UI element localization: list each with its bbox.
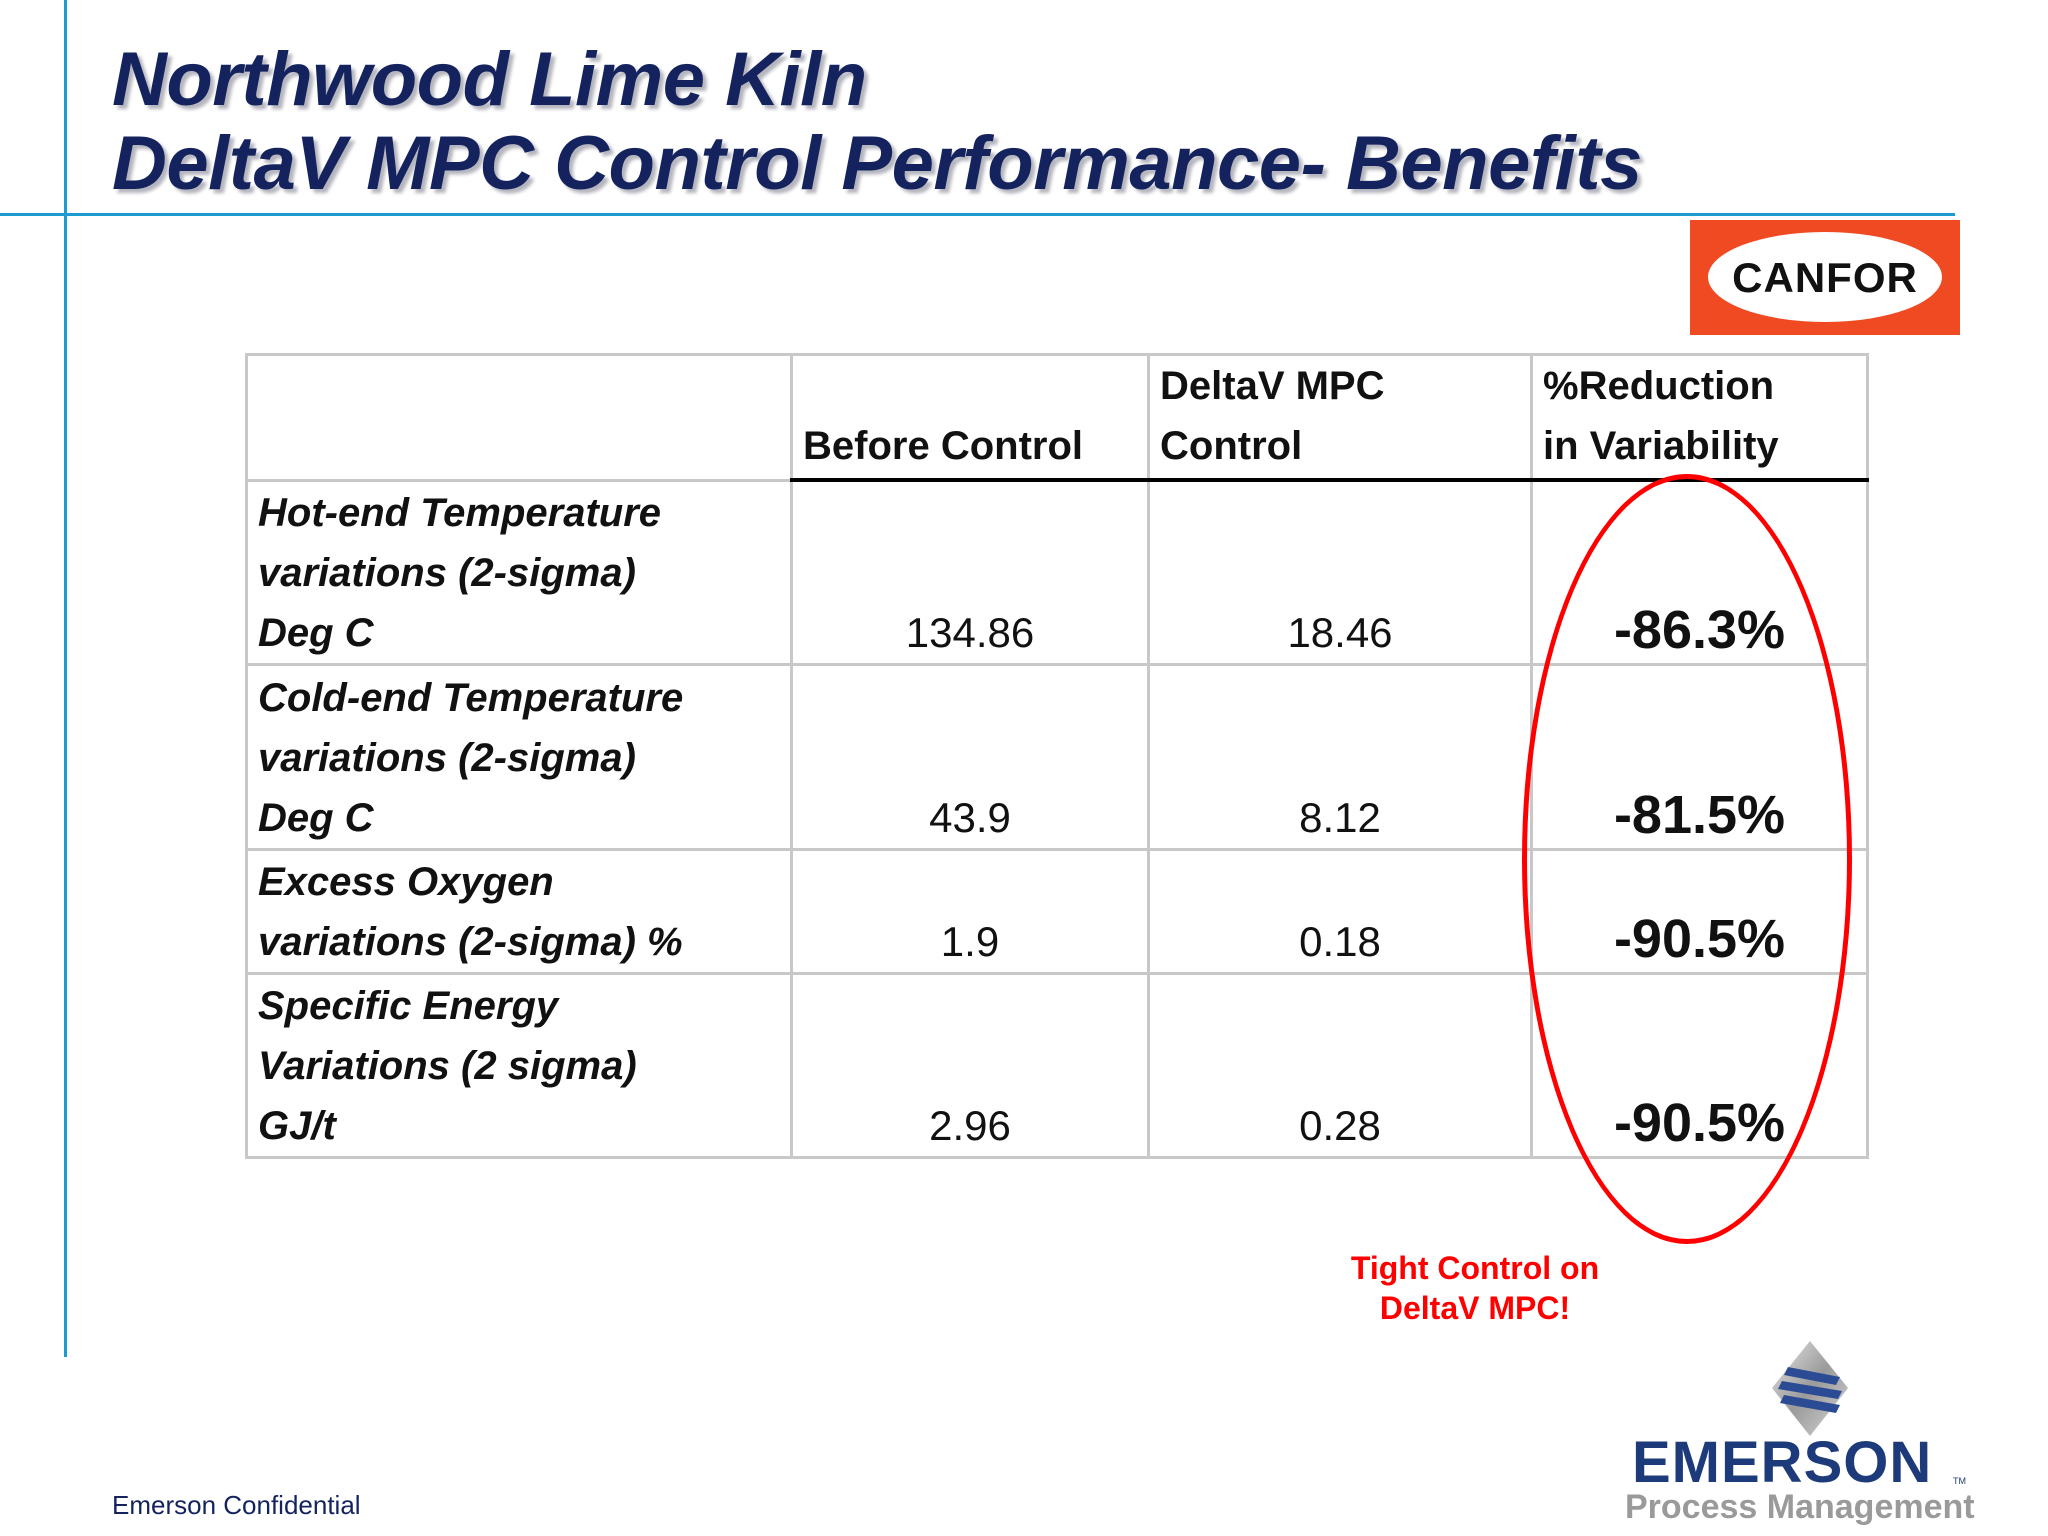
reduction-value: -86.3%	[1530, 478, 1869, 666]
mpc-control-value: 0.18	[1147, 847, 1533, 975]
label-line: Deg C	[258, 610, 374, 655]
header-deltav-mpc-control: DeltaV MPC Control	[1147, 353, 1533, 482]
table-row: Excess Oxygen variations (2-sigma) % 1.9…	[245, 847, 1869, 975]
title-line-2: DeltaV MPC Control Performance- Benefits	[112, 121, 1642, 206]
slide-title: Northwood Lime Kiln DeltaV MPC Control P…	[112, 38, 1642, 206]
header-before-control: Before Control	[790, 353, 1150, 482]
mpc-control-value: 8.12	[1147, 662, 1533, 851]
before-control-value: 1.9	[790, 847, 1150, 975]
header-empty	[245, 353, 793, 482]
before-control-value: 43.9	[790, 662, 1150, 851]
label-line: Excess Oxygen	[258, 859, 554, 904]
emerson-wordmark: EMERSON	[1632, 1430, 1933, 1495]
emerson-subtitle: Process Management	[1625, 1488, 1975, 1526]
label-line: Variations (2 sigma)	[258, 1043, 637, 1088]
reduction-value: -90.5%	[1530, 847, 1869, 975]
mpc-control-value: 18.46	[1147, 478, 1533, 666]
table-row: Specific Energy Variations (2 sigma) GJ/…	[245, 971, 1869, 1159]
canfor-logo-oval	[1708, 232, 1942, 322]
emerson-diamond-icon	[1772, 1341, 1848, 1436]
label-line: variations (2-sigma)	[258, 550, 636, 595]
mpc-control-value: 0.28	[1147, 971, 1533, 1159]
accent-horizontal-rule	[0, 213, 1955, 216]
label-line: variations (2-sigma)	[258, 735, 636, 780]
row-label: Excess Oxygen variations (2-sigma) %	[245, 847, 793, 975]
label-line: Cold-end Temperature	[258, 675, 684, 720]
row-label: Hot-end Temperature variations (2-sigma)…	[245, 478, 793, 666]
label-line: variations (2-sigma) %	[258, 919, 683, 964]
title-line-1: Northwood Lime Kiln	[112, 37, 867, 122]
header-text: DeltaV MPC	[1160, 364, 1385, 408]
label-line: GJ/t	[258, 1103, 336, 1148]
caption-line: Tight Control on	[1350, 1250, 1600, 1286]
canfor-logo: CANFOR	[1690, 220, 1960, 335]
header-text: %Reduction	[1543, 364, 1775, 408]
table-header-row: Before Control DeltaV MPC Control %Reduc…	[245, 353, 1869, 482]
annotation-caption: Tight Control on DeltaV MPC!	[1300, 1248, 1650, 1328]
before-control-value: 134.86	[790, 478, 1150, 666]
header-reduction-in-variability: %Reduction in Variability	[1530, 353, 1869, 482]
canfor-logo-text: CANFOR	[1732, 254, 1918, 301]
label-line: Deg C	[258, 795, 374, 840]
row-label: Cold-end Temperature variations (2-sigma…	[245, 662, 793, 851]
row-label: Specific Energy Variations (2 sigma) GJ/…	[245, 971, 793, 1159]
trademark-mark: TM	[1953, 1476, 1966, 1486]
header-text: Before Control	[803, 424, 1083, 468]
label-line: Hot-end Temperature	[258, 490, 662, 535]
header-text: Control	[1160, 424, 1303, 468]
reduction-value: -90.5%	[1530, 971, 1869, 1159]
header-text: in Variability	[1543, 424, 1779, 468]
performance-table: Before Control DeltaV MPC Control %Reduc…	[245, 353, 1869, 1159]
label-line: Specific Energy	[258, 983, 559, 1028]
accent-vertical-rule	[64, 0, 67, 1357]
caption-line: DeltaV MPC!	[1379, 1290, 1571, 1326]
footer-confidential: Emerson Confidential	[112, 1490, 361, 1520]
table-row: Cold-end Temperature variations (2-sigma…	[245, 662, 1869, 851]
emerson-logo: EMERSON TM Process Management	[1610, 1335, 1980, 1530]
reduction-value: -81.5%	[1530, 662, 1869, 851]
before-control-value: 2.96	[790, 971, 1150, 1159]
table-row: Hot-end Temperature variations (2-sigma)…	[245, 478, 1869, 666]
